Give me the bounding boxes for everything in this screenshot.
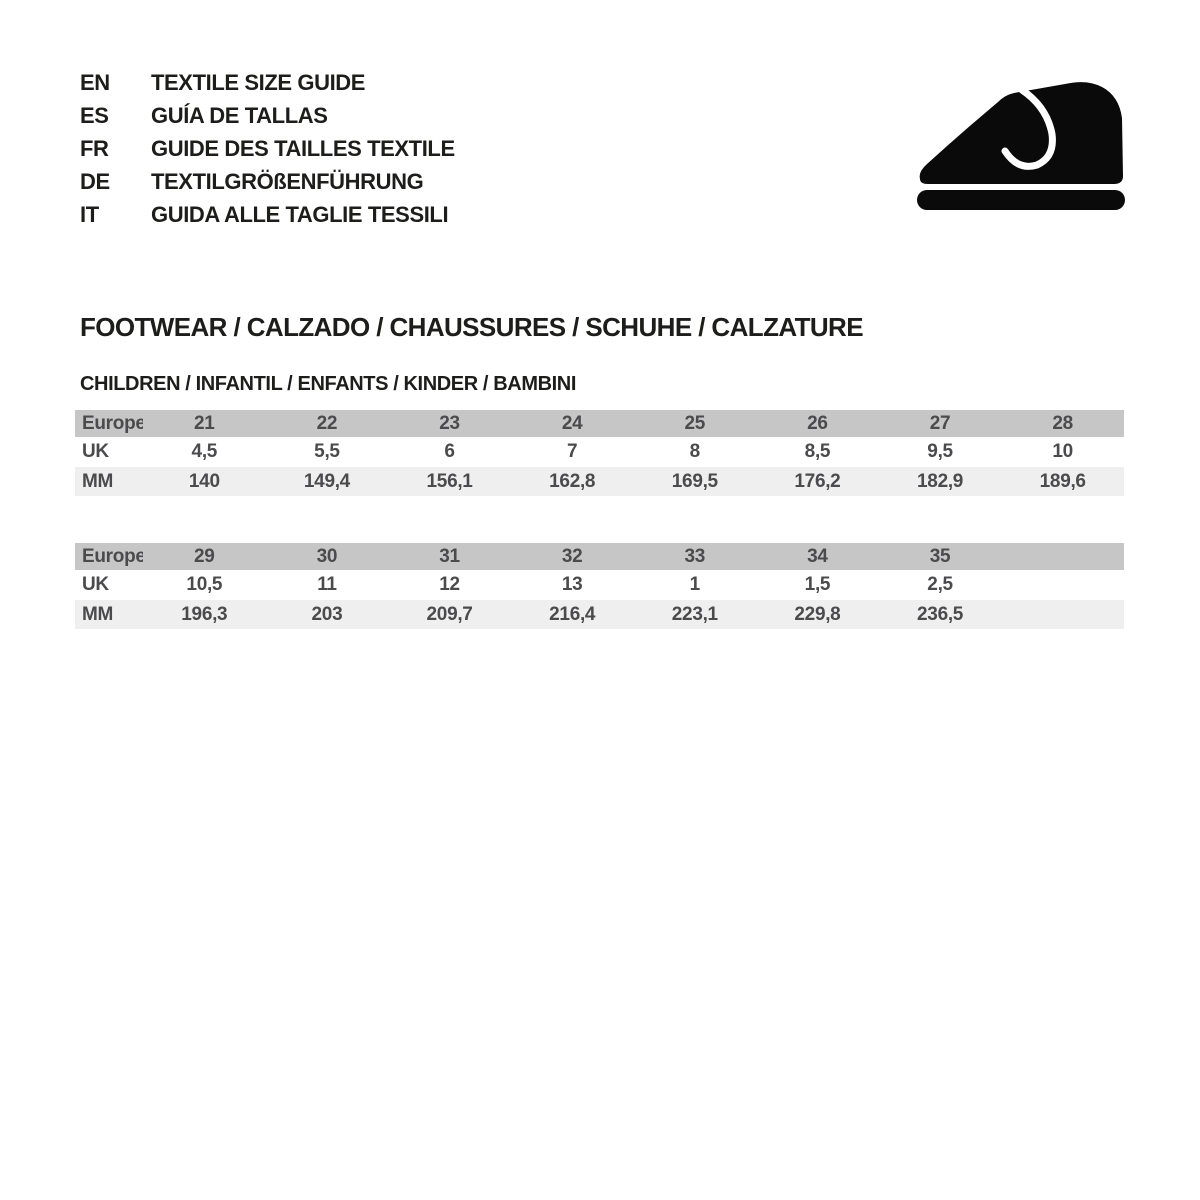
language-title: TEXTILE SIZE GUIDE <box>151 69 366 95</box>
size-table-21-28: Europe 21 22 23 24 25 26 27 28 UK 4,5 5,… <box>75 410 1124 496</box>
size-cell <box>1001 543 1124 570</box>
row-label: Europe <box>82 412 143 434</box>
language-code: ES <box>80 102 109 128</box>
language-row-it: IT GUIDA ALLE TAGLIE TESSILI <box>80 198 455 231</box>
language-row-de: DE TEXTILGRÖßENFÜHRUNG <box>80 165 455 198</box>
size-cell <box>1001 570 1124 600</box>
size-cell: 236,5 <box>917 603 964 625</box>
size-cell: 10,5 <box>186 574 223 595</box>
table-row-uk: UK 10,5 11 12 13 1 1,5 2,5 <box>75 570 1124 600</box>
row-label: MM <box>82 470 114 492</box>
row-label: UK <box>82 441 109 462</box>
size-cell: 162,8 <box>549 470 596 492</box>
size-cell: 149,4 <box>303 470 350 492</box>
size-cell: 209,7 <box>426 603 473 625</box>
size-cell: 31 <box>439 545 460 567</box>
language-title: GUÍA DE TALLAS <box>151 102 328 128</box>
size-cell: 1 <box>689 574 701 595</box>
table-row-mm: MM 140 149,4 156,1 162,8 169,5 176,2 182… <box>75 467 1124 496</box>
size-cell: 21 <box>194 412 215 434</box>
size-cell: 29 <box>194 545 215 567</box>
language-title: GUIDA ALLE TAGLIE TESSILI <box>151 201 449 227</box>
size-cell: 156,1 <box>426 470 473 492</box>
section-title-footwear: FOOTWEAR / CALZADO / CHAUSSURES / SCHUHE… <box>80 312 864 342</box>
size-cell: 8,5 <box>804 441 831 462</box>
size-cell: 35 <box>929 545 951 567</box>
section-subtitle-children: CHILDREN / INFANTIL / ENFANTS / KINDER /… <box>80 373 576 395</box>
size-cell: 2,5 <box>927 574 953 595</box>
size-cell: 11 <box>317 574 337 595</box>
table-row-europe: Europe 29 30 31 32 33 34 35 <box>75 543 1124 570</box>
size-cell: 13 <box>561 574 583 595</box>
size-cell: 169,5 <box>671 470 718 492</box>
language-code: EN <box>80 69 110 95</box>
size-cell: 24 <box>561 412 583 434</box>
size-cell: 1,5 <box>804 574 831 595</box>
row-label: MM <box>82 603 114 625</box>
table-row-europe: Europe 21 22 23 24 25 26 27 28 <box>75 410 1124 437</box>
table-row-uk: UK 4,5 5,5 6 7 8 8,5 9,5 10 <box>75 437 1124 467</box>
size-cell: 27 <box>929 412 951 434</box>
children-shoe-icon <box>917 82 1125 210</box>
size-cell: 4,5 <box>191 441 218 462</box>
size-cell: 216,4 <box>549 603 596 625</box>
size-cell: 30 <box>316 545 338 567</box>
row-label: Europe <box>82 545 143 567</box>
language-code: DE <box>80 168 110 194</box>
language-title-list: EN TEXTILE SIZE GUIDE ES GUÍA DE TALLAS … <box>80 66 455 231</box>
size-cell: 223,1 <box>671 603 718 625</box>
language-code: FR <box>80 135 109 161</box>
size-cell: 28 <box>1052 412 1073 434</box>
size-cell: 5,5 <box>314 441 340 462</box>
language-title: TEXTILGRÖßENFÜHRUNG <box>151 168 424 194</box>
size-table-29-35: Europe 29 30 31 32 33 34 35 UK 10,5 11 1… <box>75 543 1124 629</box>
language-row-en: EN TEXTILE SIZE GUIDE <box>80 66 455 99</box>
size-cell: 10 <box>1052 441 1073 462</box>
size-cell <box>1001 600 1124 629</box>
size-cell: 33 <box>684 545 706 567</box>
size-cell: 189,6 <box>1039 470 1086 492</box>
size-cell: 176,2 <box>794 470 841 492</box>
size-cell: 32 <box>561 545 583 567</box>
language-code: IT <box>80 201 99 227</box>
size-cell: 7 <box>567 441 578 462</box>
language-row-fr: FR GUIDE DES TAILLES TEXTILE <box>80 132 455 165</box>
size-cell: 203 <box>311 603 343 625</box>
size-cell: 182,9 <box>917 470 964 492</box>
size-cell: 6 <box>444 441 455 462</box>
size-cell: 140 <box>188 470 220 492</box>
size-cell: 8 <box>689 441 701 462</box>
size-cell: 229,8 <box>794 603 841 625</box>
size-cell: 12 <box>439 574 460 595</box>
size-cell: 196,3 <box>181 603 228 625</box>
size-cell: 26 <box>807 412 828 434</box>
size-cell: 34 <box>807 545 828 567</box>
language-row-es: ES GUÍA DE TALLAS <box>80 99 455 132</box>
size-cell: 25 <box>684 412 706 434</box>
size-cell: 9,5 <box>927 441 953 462</box>
row-label: UK <box>82 574 109 595</box>
size-cell: 22 <box>316 412 338 434</box>
size-cell: 23 <box>439 412 460 434</box>
language-title: GUIDE DES TAILLES TEXTILE <box>151 135 455 161</box>
table-row-mm: MM 196,3 203 209,7 216,4 223,1 229,8 236… <box>75 600 1124 629</box>
